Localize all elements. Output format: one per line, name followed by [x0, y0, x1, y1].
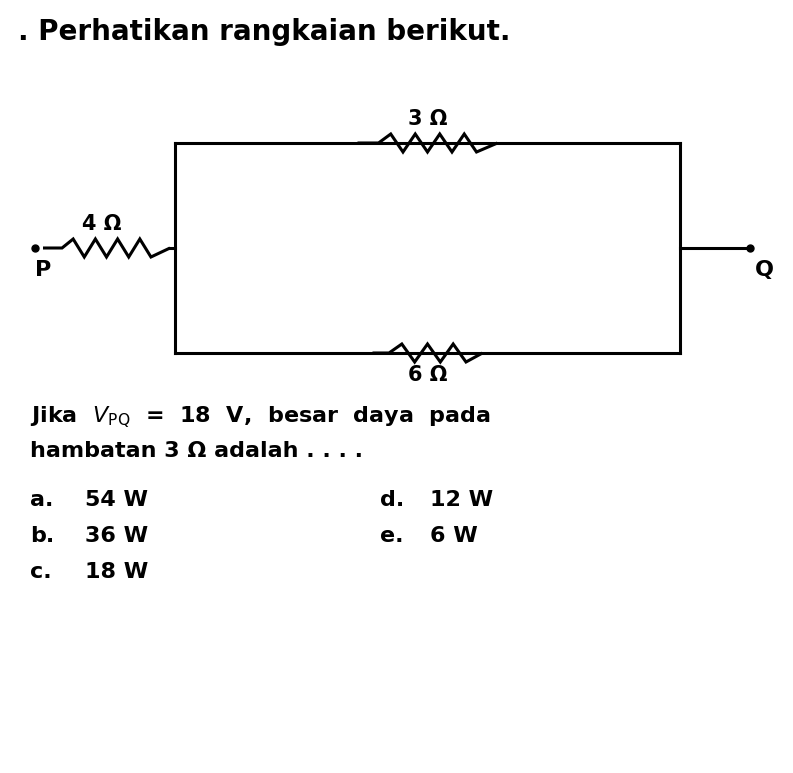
Text: Jika  $V_{\mathrm{PQ}}$  =  18  V,  besar  daya  pada: Jika $V_{\mathrm{PQ}}$ = 18 V, besar day… — [30, 405, 491, 431]
Text: d.: d. — [380, 490, 404, 510]
Text: hambatan 3 Ω adalah . . . .: hambatan 3 Ω adalah . . . . — [30, 441, 363, 461]
Text: Q: Q — [755, 260, 774, 280]
Text: 6 W: 6 W — [430, 526, 477, 546]
Text: 6 Ω: 6 Ω — [408, 365, 447, 385]
Text: P: P — [35, 260, 52, 280]
Text: 18 W: 18 W — [85, 562, 148, 582]
Text: 4 Ω: 4 Ω — [82, 214, 121, 234]
Text: c.: c. — [30, 562, 52, 582]
Text: . Perhatikan rangkaian berikut.: . Perhatikan rangkaian berikut. — [18, 18, 511, 46]
Text: 54 W: 54 W — [85, 490, 148, 510]
Text: 3 Ω: 3 Ω — [408, 109, 447, 129]
Text: e.: e. — [380, 526, 404, 546]
Text: 36 W: 36 W — [85, 526, 148, 546]
Text: a.: a. — [30, 490, 53, 510]
Text: 12 W: 12 W — [430, 490, 493, 510]
Text: b.: b. — [30, 526, 54, 546]
